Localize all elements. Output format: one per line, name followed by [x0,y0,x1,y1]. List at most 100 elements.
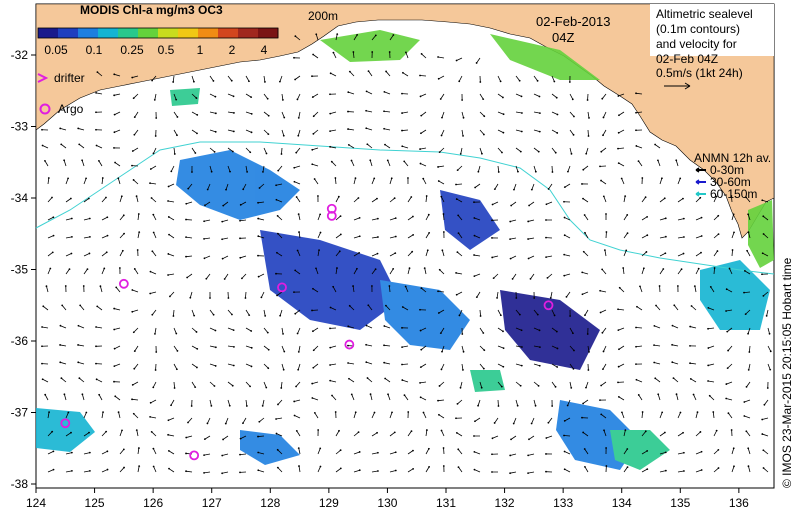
velocity-arrow [548,417,553,424]
velocity-arrow [569,327,574,334]
velocity-arrow-head [373,411,376,414]
velocity-arrow [185,255,193,258]
velocity-arrow [659,268,664,275]
velocity-arrow [690,326,697,329]
velocity-arrow-head [59,127,62,130]
velocity-arrow-head [294,35,297,38]
velocity-arrow-head [185,470,187,473]
velocity-arrow-head [682,217,685,220]
velocity-arrow [533,129,540,133]
velocity-arrow [708,363,715,366]
velocity-arrow [457,449,463,455]
velocity-arrow [173,129,178,136]
velocity-arrow-head [122,448,125,451]
velocity-arrow [173,111,178,118]
velocity-arrow-head [563,216,566,219]
velocity-arrow [601,147,607,153]
velocity-arrow-head [118,267,121,269]
velocity-arrow-head [185,255,187,258]
velocity-arrow-head [500,385,503,388]
velocity-arrow-head [131,310,134,313]
velocity-arrow-head [297,368,300,371]
velocity-arrow [425,250,429,257]
velocity-arrow-head [132,412,135,415]
velocity-arrow-head [113,307,116,310]
velocity-arrow-head [745,430,748,433]
velocity-arrow [763,449,769,455]
argo-label: Argo [58,102,84,116]
velocity-arrow-head [441,116,443,119]
velocity-arrow-head [664,469,667,472]
velocity-arrow-head [87,197,90,200]
velocity-arrow [257,201,265,204]
velocity-arrow [245,399,248,406]
velocity-arrow-head [728,267,731,270]
colorbar-frame [37,27,279,39]
velocity-arrow-head [41,326,43,328]
x-tick-label: 136 [729,496,749,510]
velocity-arrow-head [383,344,385,347]
velocity-arrow-head [387,393,389,396]
velocity-arrow [389,236,396,239]
velocity-arrow-head [509,454,512,457]
velocity-arrow [497,381,503,387]
velocity-arrow-head [713,267,716,269]
velocity-arrow-head [152,152,155,155]
velocity-arrow [335,468,342,473]
velocity-arrow [515,399,519,406]
velocity-arrow-head [352,51,355,53]
velocity-arrow [83,178,87,185]
velocity-arrow [619,287,625,293]
velocity-arrow-head [173,153,176,155]
velocity-arrow [209,381,215,387]
velocity-arrow [47,216,54,221]
velocity-arrow [564,417,571,422]
velocity-arrow-head [605,465,608,467]
velocity-arrow-head [210,170,213,173]
velocity-arrow [119,467,125,473]
velocity-arrow [119,250,124,257]
velocity-arrow-head [689,325,692,328]
velocity-arrow-head [329,379,332,382]
velocity-arrow-head [317,195,319,197]
velocity-arrow [551,75,555,82]
velocity-arrow-head [455,431,458,434]
colorbar-tick-label: 1 [197,43,204,57]
velocity-arrow-head [373,177,376,180]
velocity-arrow [353,235,360,239]
velocity-arrow-head [725,310,727,312]
velocity-arrow-head [617,365,620,368]
velocity-arrow-head [63,159,66,162]
velocity-arrow-head [280,387,283,389]
velocity-arrow [173,327,177,334]
velocity-arrow [331,395,337,401]
velocity-arrow-head [461,99,464,101]
velocity-arrow [551,147,557,153]
velocity-arrow-head [232,364,235,367]
velocity-arrow-head [385,304,387,307]
velocity-arrow-head [167,185,170,188]
velocity-arrow-head [567,170,569,173]
velocity-arrow-head [473,234,476,237]
velocity-arrow-head [600,179,602,182]
velocity-arrow-head [312,366,315,369]
velocity-arrow [151,75,157,81]
velocity-arrow-head [617,381,619,384]
velocity-arrow [677,268,682,275]
velocity-arrow [460,147,463,154]
velocity-arrow [767,345,772,352]
velocity-arrow [366,127,373,131]
velocity-arrow-head [393,197,396,200]
velocity-arrow [551,93,557,99]
velocity-arrow [168,216,175,221]
velocity-arrow-head [189,296,192,299]
velocity-arrow-head [545,256,548,259]
velocity-arrow [349,71,355,77]
argo-float-marker [344,339,355,350]
velocity-arrow-head [221,472,224,475]
velocity-arrow-head [78,377,81,380]
velocity-arrow [515,93,522,97]
velocity-arrow-head [51,196,53,199]
velocity-arrow-head [61,304,64,307]
velocity-arrow-head [527,454,530,457]
